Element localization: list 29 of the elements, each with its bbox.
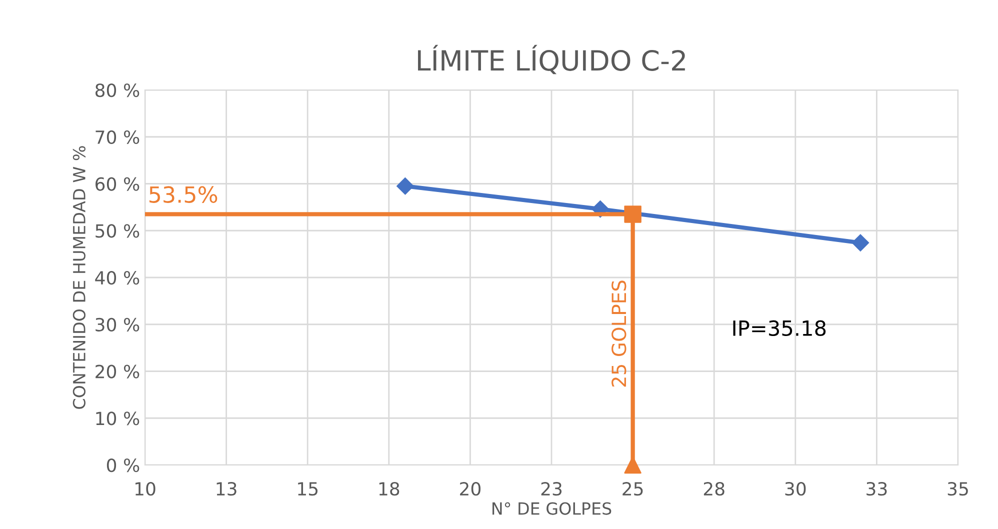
chart-title: LÍMITE LÍQUIDO C-2 (418, 44, 685, 74)
y-tick-label: 20 % (96, 364, 140, 378)
point (624, 206, 642, 223)
y-axis-title: CONTENIDO DE HUMEDAD W % (72, 146, 86, 409)
y-tick-label: 60 % (96, 177, 140, 191)
annotation: 25 GOLPES (612, 280, 626, 387)
annotation: IP=35.18 (733, 320, 826, 336)
y-tick-label: 80 % (95, 83, 140, 98)
y-tick-label: 10 % (96, 412, 140, 426)
x-tick-label: 18 (379, 482, 400, 496)
point (852, 234, 869, 252)
y-tick-label: 70 % (96, 130, 140, 144)
x-tick-label: 30 (785, 482, 806, 496)
x-tick-label: 13 (216, 482, 236, 496)
x-tick-label: 28 (704, 482, 724, 496)
point (396, 178, 414, 195)
annotation: 53.5% (149, 186, 218, 203)
x-tick-label: 20 (460, 482, 480, 496)
x-tick-label: 15 (298, 482, 318, 496)
x-axis-title: N° DE GOLPES (492, 502, 612, 515)
y-tick-label: 0 % (106, 458, 140, 472)
x-tick-label: 33 (866, 482, 887, 496)
y-tick-label: 30 % (96, 318, 140, 332)
x-tick-label: 10 (135, 482, 156, 496)
x-tick-label: 25 (622, 482, 643, 496)
y-tick-label: 50 % (96, 224, 140, 238)
x-tick-label: 23 (541, 482, 562, 496)
y-tick-label: 40 % (95, 270, 140, 285)
x-tick-label: 35 (948, 482, 968, 496)
